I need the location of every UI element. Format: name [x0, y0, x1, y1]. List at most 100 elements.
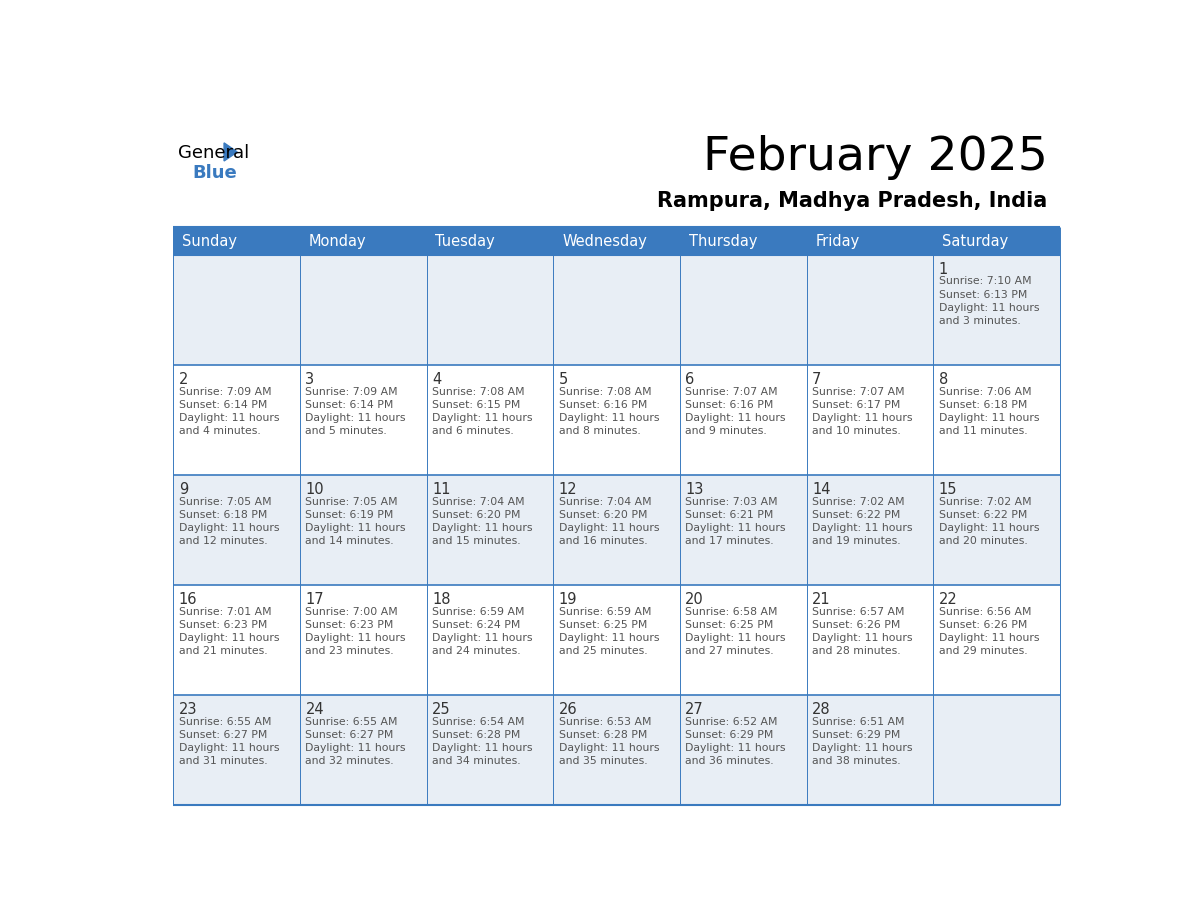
- Text: Sunrise: 6:52 AM: Sunrise: 6:52 AM: [685, 717, 778, 727]
- Text: Sunset: 6:15 PM: Sunset: 6:15 PM: [432, 399, 520, 409]
- Bar: [807, 696, 934, 805]
- Bar: [680, 227, 807, 255]
- Bar: [807, 227, 934, 255]
- Text: 22: 22: [939, 592, 958, 607]
- Text: Sunrise: 7:02 AM: Sunrise: 7:02 AM: [813, 497, 904, 507]
- Text: 24: 24: [305, 702, 324, 717]
- Bar: [934, 696, 1060, 805]
- Text: Tuesday: Tuesday: [436, 234, 495, 249]
- Bar: [680, 365, 807, 476]
- Bar: [807, 476, 934, 586]
- Text: Sunday: Sunday: [182, 234, 238, 249]
- Text: Sunset: 6:24 PM: Sunset: 6:24 PM: [432, 620, 520, 630]
- Text: Daylight: 11 hours
and 35 minutes.: Daylight: 11 hours and 35 minutes.: [558, 743, 659, 767]
- Text: Saturday: Saturday: [942, 234, 1009, 249]
- Text: Daylight: 11 hours
and 20 minutes.: Daylight: 11 hours and 20 minutes.: [939, 522, 1040, 546]
- Text: Daylight: 11 hours
and 3 minutes.: Daylight: 11 hours and 3 minutes.: [939, 303, 1040, 326]
- Bar: [299, 586, 426, 696]
- Text: Daylight: 11 hours
and 34 minutes.: Daylight: 11 hours and 34 minutes.: [432, 743, 532, 767]
- Bar: [173, 365, 299, 476]
- Text: Daylight: 11 hours
and 36 minutes.: Daylight: 11 hours and 36 minutes.: [685, 743, 785, 767]
- Text: Sunrise: 6:56 AM: Sunrise: 6:56 AM: [939, 607, 1031, 617]
- Bar: [299, 227, 426, 255]
- Bar: [680, 476, 807, 586]
- Text: Sunrise: 6:55 AM: Sunrise: 6:55 AM: [305, 717, 398, 727]
- Text: General: General: [178, 143, 249, 162]
- Text: Monday: Monday: [309, 234, 366, 249]
- Bar: [807, 255, 934, 365]
- Text: Wednesday: Wednesday: [562, 234, 647, 249]
- Text: Sunset: 6:27 PM: Sunset: 6:27 PM: [305, 730, 393, 740]
- Text: Daylight: 11 hours
and 19 minutes.: Daylight: 11 hours and 19 minutes.: [813, 522, 912, 546]
- Text: Sunset: 6:28 PM: Sunset: 6:28 PM: [558, 730, 647, 740]
- Text: Rampura, Madhya Pradesh, India: Rampura, Madhya Pradesh, India: [657, 191, 1048, 211]
- Bar: [426, 227, 554, 255]
- Text: Sunset: 6:17 PM: Sunset: 6:17 PM: [813, 399, 901, 409]
- Text: Sunrise: 7:04 AM: Sunrise: 7:04 AM: [432, 497, 525, 507]
- Text: Blue: Blue: [192, 164, 238, 183]
- Text: Sunrise: 7:00 AM: Sunrise: 7:00 AM: [305, 607, 398, 617]
- Text: 20: 20: [685, 592, 704, 607]
- Bar: [554, 227, 680, 255]
- Text: Daylight: 11 hours
and 14 minutes.: Daylight: 11 hours and 14 minutes.: [305, 522, 406, 546]
- Text: Sunrise: 6:53 AM: Sunrise: 6:53 AM: [558, 717, 651, 727]
- Text: Sunset: 6:23 PM: Sunset: 6:23 PM: [305, 620, 393, 630]
- Text: Sunrise: 7:09 AM: Sunrise: 7:09 AM: [305, 386, 398, 397]
- Text: Sunset: 6:29 PM: Sunset: 6:29 PM: [685, 730, 773, 740]
- Text: Sunrise: 6:54 AM: Sunrise: 6:54 AM: [432, 717, 525, 727]
- Bar: [554, 255, 680, 365]
- Text: Daylight: 11 hours
and 32 minutes.: Daylight: 11 hours and 32 minutes.: [305, 743, 406, 767]
- Text: Daylight: 11 hours
and 31 minutes.: Daylight: 11 hours and 31 minutes.: [178, 743, 279, 767]
- Text: Sunrise: 7:05 AM: Sunrise: 7:05 AM: [305, 497, 398, 507]
- Text: 17: 17: [305, 592, 324, 607]
- Text: Sunrise: 7:10 AM: Sunrise: 7:10 AM: [939, 276, 1031, 286]
- Bar: [426, 255, 554, 365]
- Text: Daylight: 11 hours
and 11 minutes.: Daylight: 11 hours and 11 minutes.: [939, 413, 1040, 436]
- Text: 14: 14: [813, 482, 830, 497]
- Bar: [554, 365, 680, 476]
- Bar: [934, 255, 1060, 365]
- Bar: [426, 586, 554, 696]
- Text: Sunrise: 7:08 AM: Sunrise: 7:08 AM: [558, 386, 651, 397]
- Text: Daylight: 11 hours
and 38 minutes.: Daylight: 11 hours and 38 minutes.: [813, 743, 912, 767]
- Text: Sunset: 6:25 PM: Sunset: 6:25 PM: [685, 620, 773, 630]
- Bar: [173, 476, 299, 586]
- Text: Friday: Friday: [815, 234, 860, 249]
- Bar: [554, 476, 680, 586]
- Text: Sunset: 6:26 PM: Sunset: 6:26 PM: [939, 620, 1028, 630]
- Text: 16: 16: [178, 592, 197, 607]
- Text: 28: 28: [813, 702, 830, 717]
- Text: 18: 18: [432, 592, 450, 607]
- Text: Thursday: Thursday: [689, 234, 757, 249]
- Text: 12: 12: [558, 482, 577, 497]
- Text: Daylight: 11 hours
and 25 minutes.: Daylight: 11 hours and 25 minutes.: [558, 633, 659, 656]
- Text: Sunset: 6:14 PM: Sunset: 6:14 PM: [305, 399, 393, 409]
- Text: 7: 7: [813, 372, 821, 386]
- Bar: [173, 255, 299, 365]
- Text: Sunset: 6:19 PM: Sunset: 6:19 PM: [305, 509, 393, 520]
- Text: Sunrise: 6:59 AM: Sunrise: 6:59 AM: [558, 607, 651, 617]
- Bar: [426, 476, 554, 586]
- Text: Sunset: 6:20 PM: Sunset: 6:20 PM: [432, 509, 520, 520]
- Bar: [299, 476, 426, 586]
- Text: Sunrise: 7:08 AM: Sunrise: 7:08 AM: [432, 386, 525, 397]
- Text: Daylight: 11 hours
and 21 minutes.: Daylight: 11 hours and 21 minutes.: [178, 633, 279, 656]
- Text: 25: 25: [432, 702, 450, 717]
- Text: Daylight: 11 hours
and 8 minutes.: Daylight: 11 hours and 8 minutes.: [558, 413, 659, 436]
- Text: Sunrise: 7:04 AM: Sunrise: 7:04 AM: [558, 497, 651, 507]
- Text: 4: 4: [432, 372, 441, 386]
- Text: Sunrise: 7:07 AM: Sunrise: 7:07 AM: [813, 386, 904, 397]
- Bar: [299, 696, 426, 805]
- Text: Sunset: 6:25 PM: Sunset: 6:25 PM: [558, 620, 647, 630]
- Bar: [680, 696, 807, 805]
- Text: 27: 27: [685, 702, 704, 717]
- Bar: [299, 255, 426, 365]
- Text: Sunrise: 7:09 AM: Sunrise: 7:09 AM: [178, 386, 271, 397]
- Text: Daylight: 11 hours
and 16 minutes.: Daylight: 11 hours and 16 minutes.: [558, 522, 659, 546]
- Text: Daylight: 11 hours
and 23 minutes.: Daylight: 11 hours and 23 minutes.: [305, 633, 406, 656]
- Bar: [426, 696, 554, 805]
- Text: Sunset: 6:16 PM: Sunset: 6:16 PM: [685, 399, 773, 409]
- Text: Sunset: 6:22 PM: Sunset: 6:22 PM: [939, 509, 1028, 520]
- Text: Sunrise: 7:01 AM: Sunrise: 7:01 AM: [178, 607, 271, 617]
- Bar: [173, 696, 299, 805]
